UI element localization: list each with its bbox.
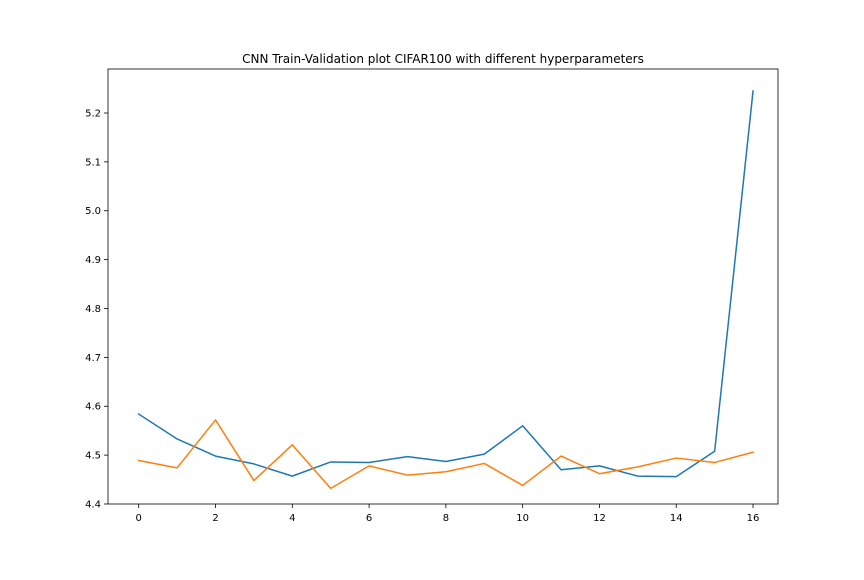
x-tick-label: 8 (443, 513, 449, 524)
y-tick-label: 4.7 (85, 353, 101, 364)
series-lines (137, 90, 754, 490)
x-tick-label: 14 (670, 513, 683, 524)
y-tick-label: 5.2 (85, 108, 101, 119)
x-tick-label: 6 (366, 513, 372, 524)
x-tick-label: 10 (516, 513, 529, 524)
y-tick-label: 4.5 (85, 451, 101, 462)
chart-title: CNN Train-Validation plot CIFAR100 with … (242, 52, 644, 66)
axes-frame (107, 68, 779, 505)
y-tick-label: 4.6 (85, 402, 101, 413)
x-tick-label: 4 (289, 513, 295, 524)
x-axis: 0 2 4 6 8 10 12 14 16 (136, 504, 760, 524)
x-tick-label: 0 (136, 513, 142, 524)
y-tick-label: 4.4 (85, 500, 101, 511)
y-axis: 4.4 4.5 4.6 4.7 4.8 4.9 5.0 5.1 5.2 (85, 108, 108, 511)
y-tick-label: 5.0 (85, 206, 101, 217)
y-tick-label: 4.8 (85, 304, 101, 315)
x-tick-label: 16 (747, 513, 760, 524)
x-tick-label: 2 (212, 513, 218, 524)
y-tick-label: 5.1 (85, 157, 101, 168)
x-tick-label: 12 (593, 513, 606, 524)
series-line-1 (137, 90, 754, 478)
series-line-2 (137, 419, 754, 490)
y-tick-label: 4.9 (85, 255, 101, 266)
